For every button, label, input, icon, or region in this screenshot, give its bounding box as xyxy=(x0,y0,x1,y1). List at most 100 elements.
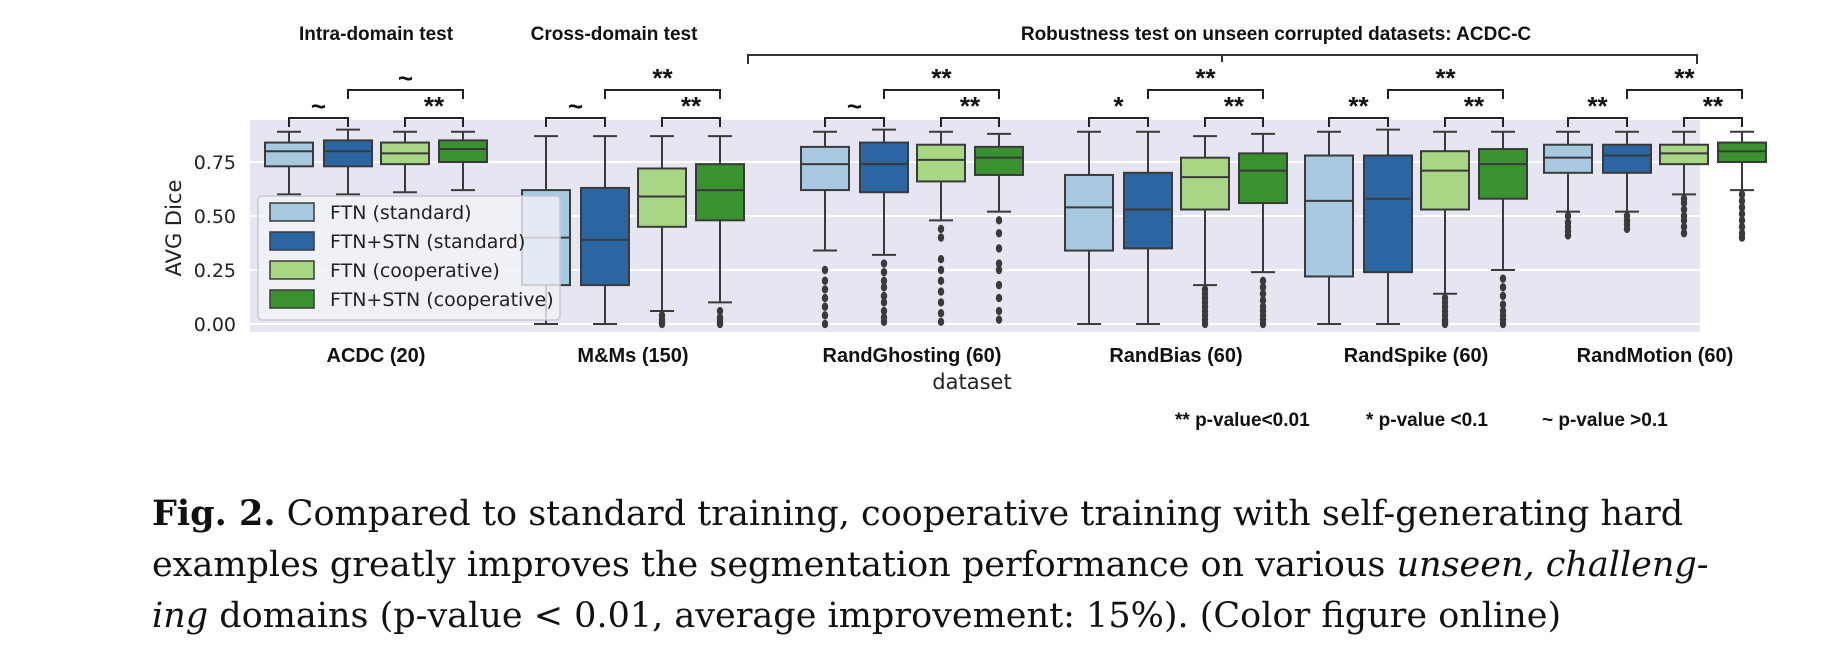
significance-mark: ** xyxy=(1348,91,1369,121)
outlier-point xyxy=(995,280,1003,290)
outlier-point xyxy=(1738,216,1746,225)
outlier-point xyxy=(937,298,945,307)
outlier-point xyxy=(1259,283,1267,292)
significance-bracket xyxy=(288,117,349,127)
caption-line-3-emphasis: ing xyxy=(152,596,209,636)
significance-group: ** ** ** xyxy=(1567,63,1743,127)
box-group xyxy=(264,128,488,196)
box-2 xyxy=(1363,128,1413,325)
box-iqr xyxy=(438,139,488,163)
legend-label: FTN+STN (cooperative) xyxy=(330,289,554,311)
pvalue-legend-none: ~ p-value >0.1 xyxy=(1542,410,1668,431)
significance-mark: ** xyxy=(1674,63,1695,93)
x-axis-label: dataset xyxy=(932,370,1011,394)
outlier-point xyxy=(821,276,829,285)
legend-swatch xyxy=(269,231,315,251)
outlier-point xyxy=(1564,231,1572,240)
outlier-point xyxy=(821,285,829,294)
caption-line-3-text: domains (p-value < 0.01, average improve… xyxy=(208,596,1562,636)
box-1 xyxy=(800,130,850,329)
significance-mark: ** xyxy=(960,91,981,121)
significance-mark: ~ xyxy=(398,63,413,93)
outlier-point xyxy=(937,233,945,242)
box-iqr xyxy=(580,186,630,287)
outlier-point xyxy=(937,287,945,296)
outlier-point xyxy=(821,265,829,275)
significance-mark: ** xyxy=(1224,91,1245,121)
significance-mark: ** xyxy=(424,91,445,121)
significance-bracket xyxy=(1683,117,1743,127)
box-group xyxy=(1543,130,1767,242)
box-2 xyxy=(323,128,373,196)
caption-line-1-text: Compared to standard training, cooperati… xyxy=(286,494,1684,534)
significance-mark: ~ xyxy=(847,91,862,121)
box-iqr xyxy=(1064,173,1114,252)
outlier-point xyxy=(937,265,945,275)
box-iqr xyxy=(859,141,909,194)
box-1 xyxy=(264,130,314,196)
box-iqr xyxy=(916,143,966,183)
box-iqr xyxy=(1659,143,1709,166)
significance-bracket xyxy=(1626,89,1743,99)
y-tick-label: 0.25 xyxy=(194,260,236,282)
outlier-point xyxy=(880,276,888,285)
outlier-point xyxy=(880,267,888,277)
outlier-point xyxy=(1499,319,1507,329)
outlier-point xyxy=(1738,222,1746,231)
caption-line-2-emphasis: unseen, challeng- xyxy=(1396,545,1709,585)
outlier-point xyxy=(821,319,829,329)
box-group xyxy=(800,128,1024,329)
legend-item: FTN+STN (cooperative) xyxy=(269,289,554,311)
y-tick-label: 0.50 xyxy=(194,206,236,228)
x-tick-label: ACDC (20) xyxy=(327,345,426,367)
caption-line-1: Fig. 2. Compared to standard training, c… xyxy=(152,488,1712,540)
significance-mark: ** xyxy=(652,63,673,93)
significance-mark: ** xyxy=(931,63,952,93)
outlier-point xyxy=(995,229,1003,238)
significance-bracket xyxy=(883,89,1000,99)
box-iqr xyxy=(1602,143,1652,174)
box-2 xyxy=(1123,130,1173,325)
outlier-point xyxy=(937,276,945,285)
box-2 xyxy=(580,135,630,325)
box-iqr xyxy=(264,141,314,168)
outlier-point xyxy=(937,317,945,327)
outlier-point xyxy=(880,283,888,292)
legend-item: FTN (standard) xyxy=(269,202,472,224)
outlier-point xyxy=(1201,319,1209,329)
robustness-section-brace xyxy=(747,54,1698,64)
significance-bracket xyxy=(940,117,1000,127)
x-tick-label: M&Ms (150) xyxy=(577,345,688,367)
box-4 xyxy=(974,132,1024,324)
outlier-point xyxy=(1738,190,1746,199)
outlier-point xyxy=(880,306,888,316)
box-1 xyxy=(1064,130,1114,325)
pvalue-legend-weak: * p-value <0.1 xyxy=(1366,410,1488,431)
box-iqr xyxy=(1363,154,1413,274)
significance-bracket xyxy=(1444,117,1504,127)
outlier-point xyxy=(880,317,888,327)
outlier-point xyxy=(995,244,1003,253)
outlier-point xyxy=(880,291,888,301)
outlier-point xyxy=(1259,276,1267,285)
outlier-point xyxy=(1499,300,1507,309)
box-3 xyxy=(1659,130,1709,238)
outlier-point xyxy=(995,216,1003,225)
outlier-point xyxy=(1680,216,1688,225)
outlier-point xyxy=(1564,211,1572,221)
outlier-point xyxy=(995,259,1003,268)
outlier-point xyxy=(1680,222,1688,231)
box-iqr xyxy=(323,139,373,168)
outlier-point xyxy=(937,255,945,264)
legend: FTN (standard) FTN+STN (standard) FTN (coo… xyxy=(257,195,561,321)
box-4 xyxy=(1478,130,1528,329)
significance-mark: ~ xyxy=(568,91,583,121)
box-2 xyxy=(859,128,909,327)
significance-mark: ** xyxy=(1587,91,1608,121)
box-iqr xyxy=(1420,150,1470,211)
caption-line-3: ing domains (p-value < 0.01, average imp… xyxy=(152,591,1712,642)
outlier-point xyxy=(658,319,666,329)
x-tick-labels: ACDC (20) M&Ms (150) RandGhosting (60) Rand… xyxy=(327,345,1734,367)
outlier-point xyxy=(1738,203,1746,212)
outlier-point xyxy=(1259,319,1267,329)
